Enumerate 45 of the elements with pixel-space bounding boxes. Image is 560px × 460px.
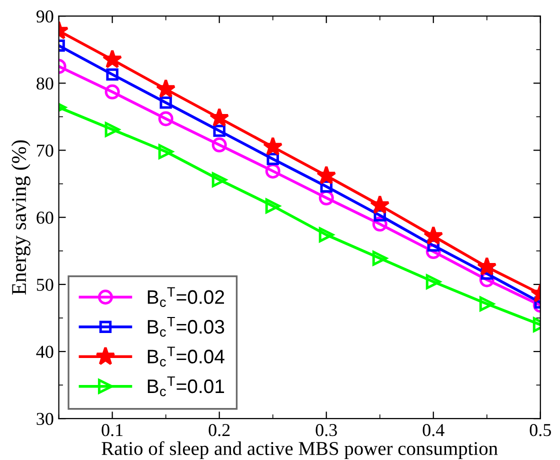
y-tick-label: 30 <box>36 412 54 426</box>
point <box>158 111 174 126</box>
x-tick-label: 0.4 <box>422 424 444 436</box>
point <box>374 209 386 222</box>
point <box>424 226 444 245</box>
y-tick-label: 60 <box>36 212 54 224</box>
point <box>104 84 120 100</box>
point <box>265 164 280 179</box>
legend-label: B$_{c}$$^{T}$=0.02 <box>148 287 224 307</box>
y-tick-label: 50 <box>36 278 54 291</box>
x-tick-label: 0.1 <box>102 424 123 436</box>
point <box>212 137 227 152</box>
y-tick-label: 80 <box>36 77 54 90</box>
x-tick-label: 0.3 <box>316 424 337 436</box>
point <box>372 250 388 266</box>
point <box>370 194 390 214</box>
point <box>426 274 441 290</box>
y-axis-title: Energy saving (%) <box>11 140 30 295</box>
point <box>320 180 332 193</box>
point <box>263 136 283 156</box>
point <box>209 108 230 127</box>
point <box>213 124 226 137</box>
point <box>102 49 122 68</box>
point <box>318 227 334 242</box>
point <box>479 296 494 312</box>
point <box>427 239 440 252</box>
y-tick-label: 40 <box>36 346 54 358</box>
point <box>104 122 120 137</box>
point <box>477 256 497 276</box>
y-tick-label: 90 <box>36 10 54 23</box>
x-axis-title: Ratio of sleep and active MBS power consumption <box>102 441 498 460</box>
legend-label: B$_{c}$$^{T}$=0.03 <box>148 316 224 337</box>
x-tick-label: 0.5 <box>530 424 551 436</box>
point <box>316 165 336 184</box>
point <box>266 152 279 166</box>
point <box>156 78 176 98</box>
point <box>265 198 280 214</box>
point <box>158 144 174 160</box>
point <box>160 96 172 109</box>
legend-label: B$_{c}$$^{T}$=0.04 <box>148 346 224 366</box>
y-tick-label: 70 <box>37 144 54 157</box>
point <box>212 172 227 188</box>
legend-label: B$_{c}$$^{T}$=0.01 <box>148 376 224 396</box>
point <box>106 68 118 81</box>
x-tick-label: 0.2 <box>208 424 230 436</box>
